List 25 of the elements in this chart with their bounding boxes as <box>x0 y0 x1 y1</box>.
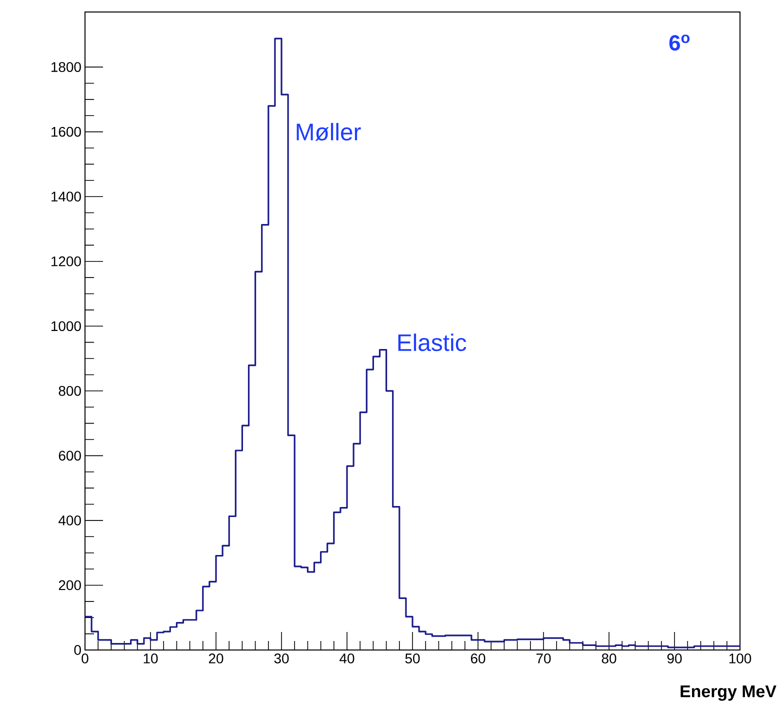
x-tick-label: 0 <box>82 654 88 664</box>
y-tick-label: 600 <box>58 450 81 461</box>
x-axis-title: Energy MeV <box>680 686 776 701</box>
x-tick-label: 90 <box>667 654 682 664</box>
y-tick-label: 800 <box>58 386 81 396</box>
x-tick-label: 40 <box>340 654 354 664</box>
x-tick-label: 100 <box>729 654 752 664</box>
annotation: Elastic <box>398 334 466 352</box>
x-tick-label: 80 <box>602 654 616 664</box>
y-tick-label: 1000 <box>52 321 81 332</box>
x-tick-label: 30 <box>274 654 289 664</box>
y-tick-label: 200 <box>58 580 81 590</box>
y-tick-label: 1800 <box>52 62 81 72</box>
y-tick-label: 1200 <box>52 256 81 266</box>
y-tick-label: 400 <box>58 516 81 526</box>
x-tick-label: 60 <box>470 654 486 664</box>
x-tick-label: 50 <box>405 654 420 664</box>
annotation: 6$^{o}$ <box>669 34 690 51</box>
y-tick-label: 1600 <box>52 126 81 137</box>
y-tick-label: 0 <box>74 645 81 655</box>
x-tick-label: 20 <box>208 654 224 664</box>
y-tick-label: 1400 <box>52 192 81 202</box>
x-tick-label: 10 <box>144 654 158 664</box>
x-tick-label: 70 <box>536 654 551 664</box>
annotation: Møller <box>296 122 361 141</box>
